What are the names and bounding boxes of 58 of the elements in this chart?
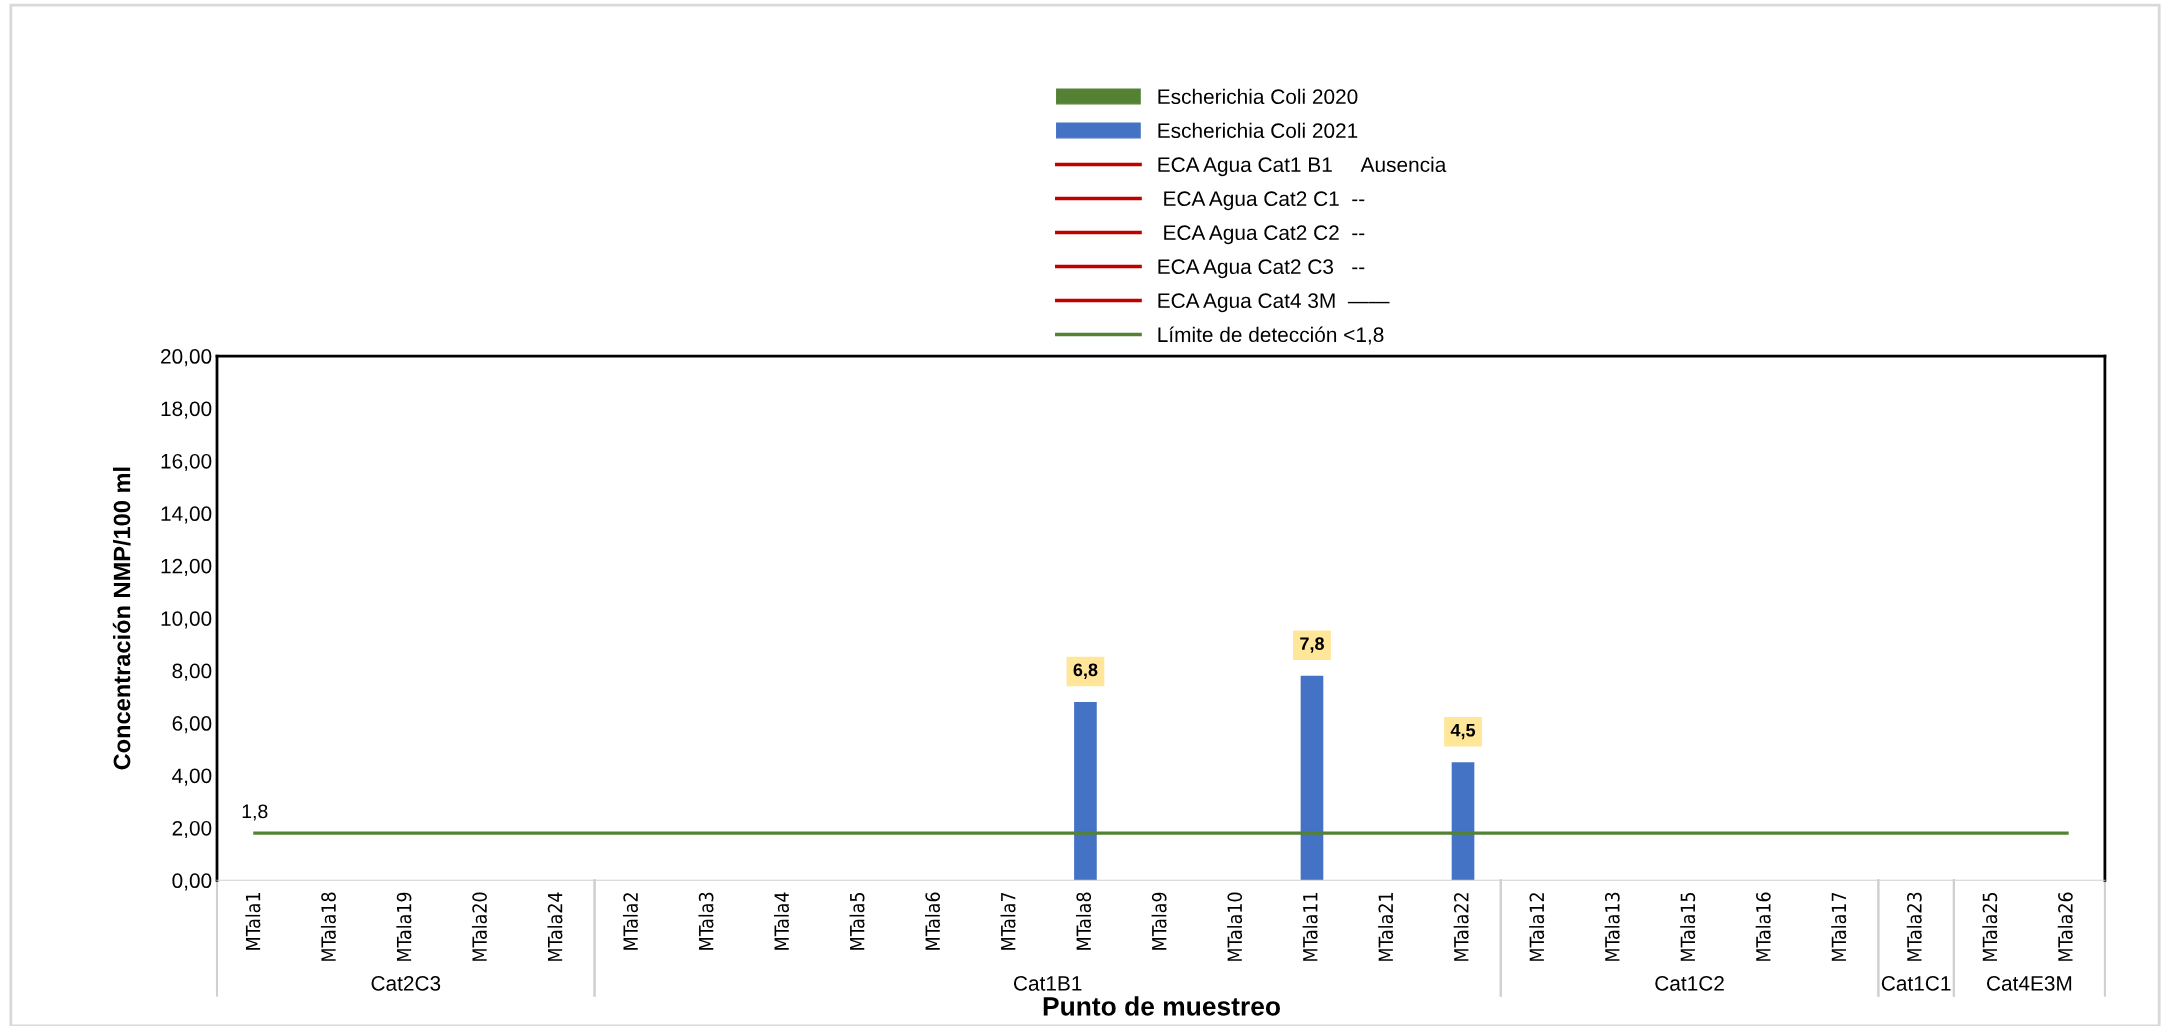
x-tick-label: MTala1 (245, 893, 261, 950)
data-label: 4,5 (1450, 723, 1476, 740)
legend-label: ECA Agua Cat2 C2 -- (1164, 225, 1365, 245)
x-tick-label: MTala15 (1680, 892, 1696, 961)
x-tick-label: MTala8 (1076, 892, 1092, 950)
y-tick-label: 18,00 (161, 401, 212, 419)
data-label: 7,8 (1300, 637, 1324, 653)
x-tick-label: MTala7 (1000, 892, 1016, 950)
x-tick-label: MTala11 (1302, 893, 1318, 961)
x-tick-label: MTala20 (471, 892, 487, 961)
y-tick-label: 10,00 (161, 611, 212, 629)
text: Cat1B1 (1013, 976, 1082, 991)
bar (1300, 675, 1324, 881)
x-axis-title: Punto de muestreo (1043, 996, 1280, 1016)
text: Cat2C3 (371, 976, 441, 991)
legend-label: ECA Agua Cat2 C3 -- (1158, 259, 1365, 279)
y-tick-label: 0,00 (172, 873, 212, 891)
text: Cat4E3M (1987, 976, 2072, 991)
legend-label: Límite de detección <1,8 (1158, 326, 1384, 345)
bar (1451, 762, 1475, 881)
x-tick-label: MTala13 (1604, 892, 1620, 961)
x-tick-label: MTala4 (773, 892, 790, 950)
x-tick-label: MTala25 (1982, 892, 1998, 961)
x-tick-label: MTala19 (396, 892, 412, 961)
x-tick-label: MTala3 (698, 892, 714, 950)
y-tick-label: 2,00 (172, 820, 212, 839)
y-tick-label: 6,00 (172, 716, 212, 734)
x-tick-label: MTala12 (1529, 893, 1545, 961)
text: Cat1C1 (1881, 976, 1951, 991)
data-label: 1,8 (242, 804, 268, 821)
x-tick-label: MTala24 (547, 892, 563, 961)
x-tick-label: MTala26 (2057, 892, 2073, 961)
y-tick-label: 8,00 (172, 663, 212, 681)
y-tick-label: 20,00 (161, 349, 212, 367)
y-tick-label: 4,00 (172, 768, 212, 786)
legend-label: Escherichia Coli 2021 (1158, 122, 1358, 139)
legend-label: ECA Agua Cat2 C1 -- (1164, 191, 1365, 211)
data-label: 6,8 (1073, 663, 1098, 679)
text: Cat1C2 (1655, 976, 1724, 991)
x-tick-label: MTala6 (924, 892, 941, 950)
x-tick-label: MTala5 (849, 892, 865, 950)
x-tick-label: MTala2 (622, 893, 638, 950)
legend-label: ECA Agua Cat1 B1 Ausencia (1158, 156, 1447, 177)
x-tick-label: MTala23 (1906, 892, 1922, 961)
x-tick-label: MTala9 (1151, 892, 1167, 950)
legend-label: ECA Agua Cat4 3M —— (1158, 293, 1390, 313)
bar (1074, 702, 1097, 881)
y-tick-label: 14,00 (161, 506, 212, 524)
y-axis-title: Concentración NMP/100 ml (112, 467, 131, 770)
x-tick-label: MTala10 (1227, 892, 1243, 961)
x-tick-label: MTala16 (1755, 892, 1771, 961)
x-tick-label: MTala22 (1453, 893, 1469, 961)
x-tick-label: MTala21 (1378, 893, 1394, 961)
y-tick-label: 12,00 (161, 558, 212, 576)
y-tick-label: 16,00 (161, 453, 212, 472)
x-tick-label: MTala18 (320, 892, 336, 961)
legend-label: Escherichia Coli 2020 (1158, 88, 1358, 105)
x-tick-label: MTala17 (1831, 892, 1847, 961)
